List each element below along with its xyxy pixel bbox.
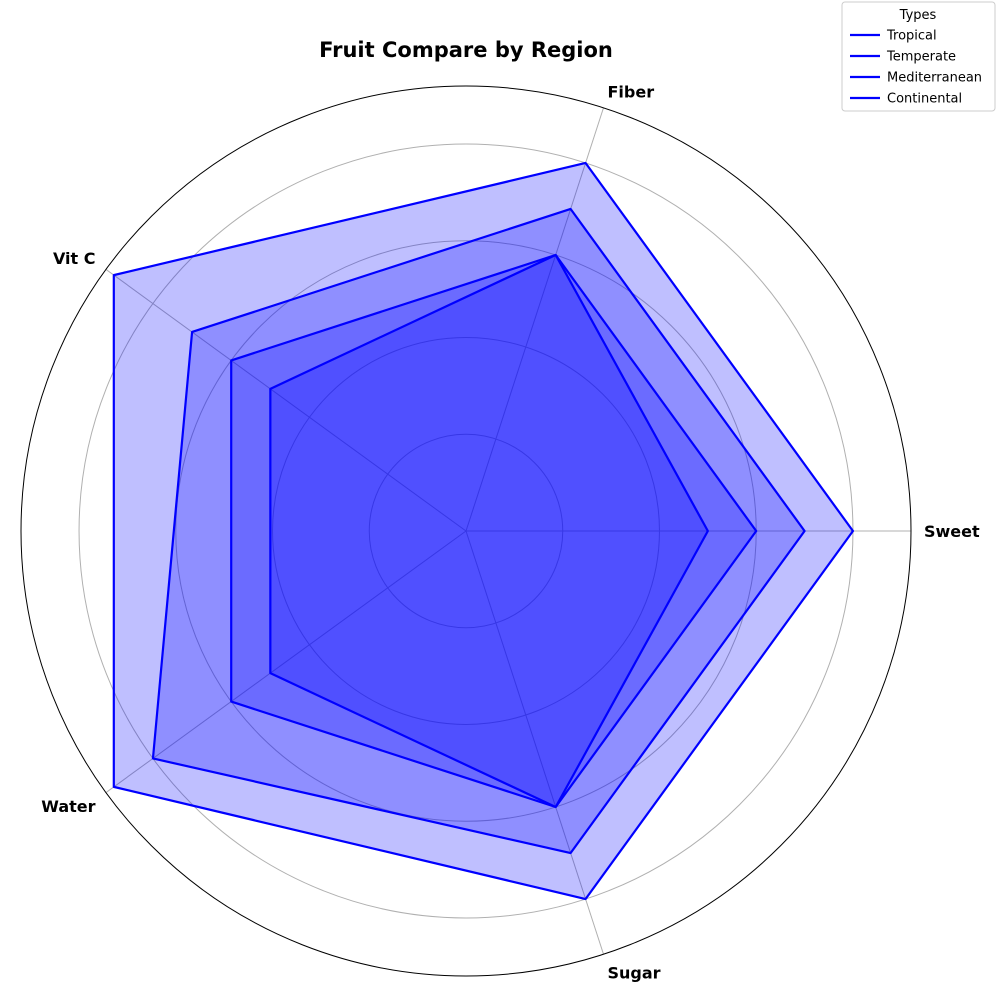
axis-label-water: Water — [41, 797, 95, 816]
spoke-line — [465, 107, 604, 532]
series-layer — [112, 161, 855, 901]
legend-label-continental: Continental — [887, 92, 962, 107]
series-mediterranean-polygon — [230, 253, 758, 809]
legend-label-temperate: Temperate — [886, 50, 956, 65]
axis-label-fiber: Fiber — [608, 82, 655, 101]
spoke-line — [105, 269, 467, 532]
axis-label-vit-c: Vit C — [53, 249, 96, 268]
series-continental-polygon — [269, 253, 709, 809]
spoke-line — [105, 530, 467, 793]
legend-box — [841, 1, 996, 112]
axis-label-sweet: Sweet — [924, 522, 980, 541]
legend-title: Types — [899, 8, 937, 23]
legend-label-mediterranean: Mediterranean — [887, 71, 982, 86]
outer-frame — [20, 85, 912, 977]
legend: Types Tropical Temperate Mediterranean Cont… — [841, 1, 996, 112]
spoke-line — [465, 530, 604, 955]
legend-label-tropical: Tropical — [886, 29, 937, 44]
legend-items: Tropical Temperate Mediterranean Continenta… — [850, 29, 982, 107]
chart-title: Fruit Compare by Region — [319, 38, 613, 62]
axis-label-sugar: Sugar — [608, 964, 661, 983]
series-tropical-polygon — [112, 161, 855, 901]
axis-labels: Sweet Fiber Vit C Water Sugar — [41, 82, 980, 982]
series-temperate-polygon — [151, 207, 806, 855]
